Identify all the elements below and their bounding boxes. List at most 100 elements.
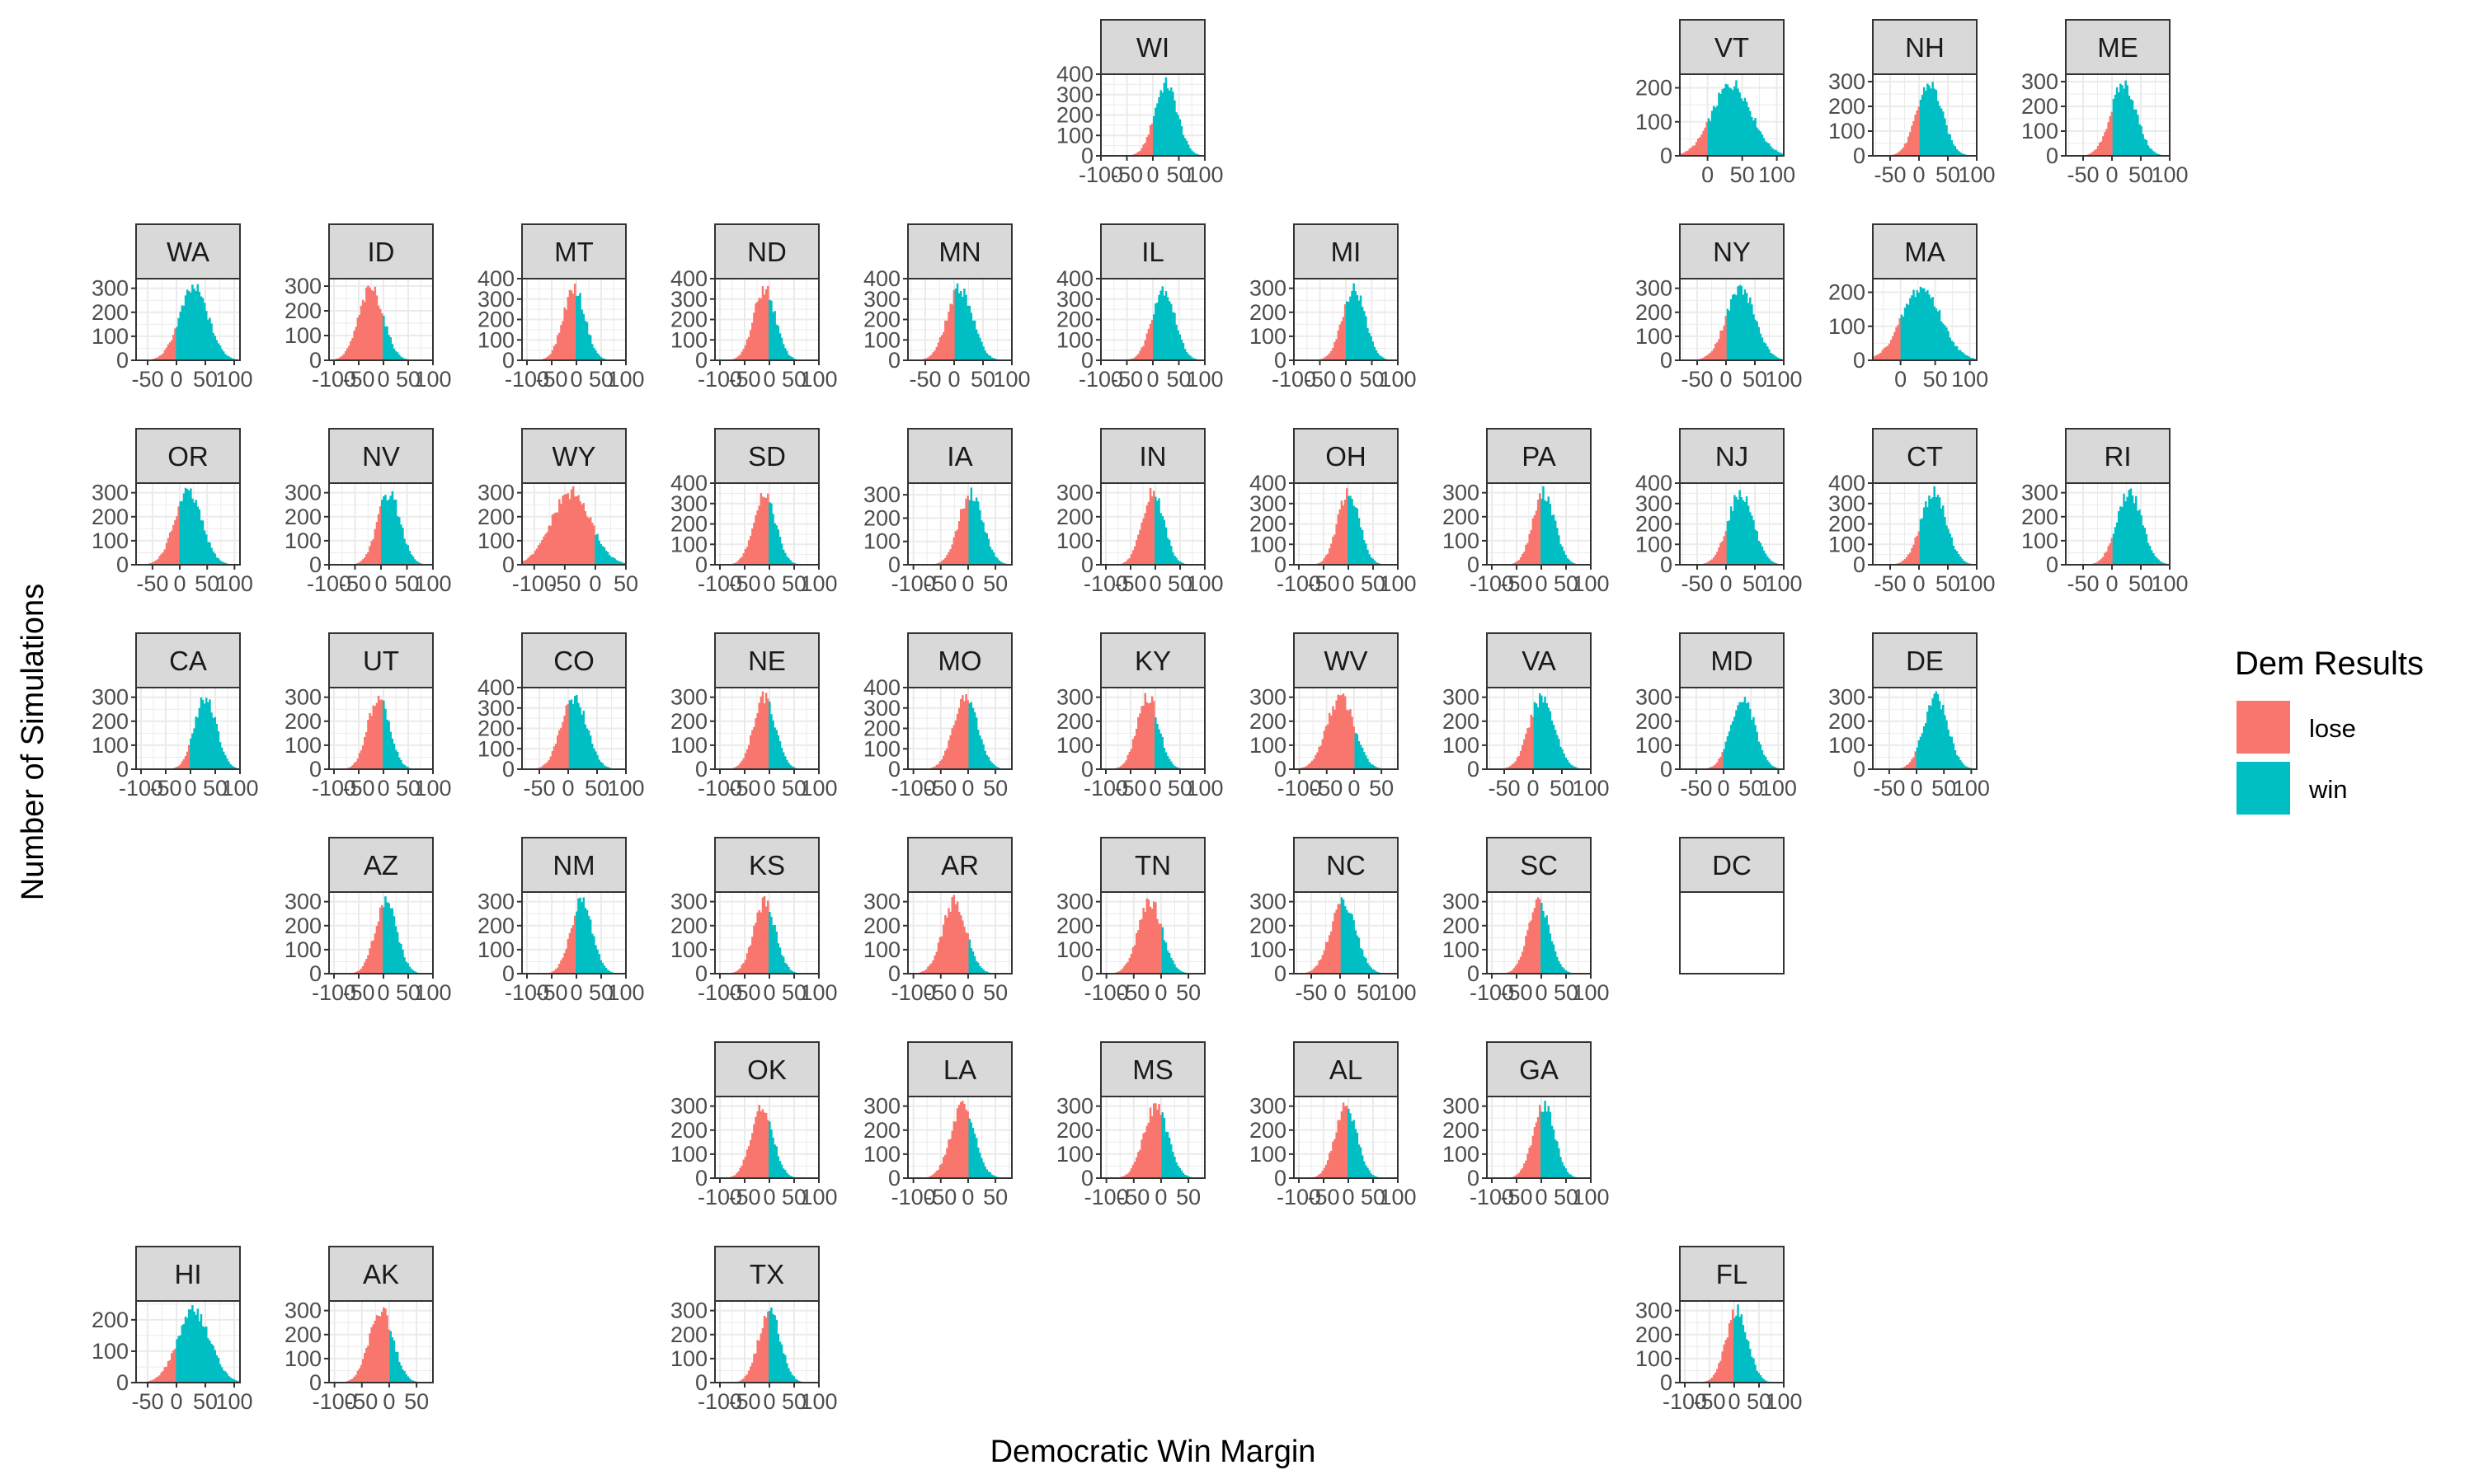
facet-bar-va (1556, 735, 1559, 769)
facet-bar-co (560, 727, 562, 769)
facet-bar-sc (1558, 960, 1560, 974)
facet-panel-border-ak (328, 1300, 434, 1383)
facet-bar-nd (737, 355, 740, 360)
facet-bar-wv (1338, 695, 1342, 769)
facet-bar-ny (1757, 326, 1760, 360)
facet-bar-ks (745, 953, 749, 974)
facet-bar-ar (977, 962, 980, 974)
facet-bar-mn (937, 342, 940, 360)
facet-bar-tn (1116, 971, 1119, 974)
facet-bar-wy (568, 499, 571, 565)
facet-bar-id (403, 358, 406, 360)
facet-bar-ia (992, 552, 995, 565)
facet-bar-ok (737, 1171, 740, 1178)
facet-ytick-label-id: 0 (309, 348, 322, 373)
facet-bar-ks (751, 937, 754, 974)
facet-bar-id (374, 286, 377, 360)
facet-ytick-label-ct: 400 (1828, 471, 1865, 495)
facet-xtick-label-ri: -50 (2067, 571, 2099, 596)
facet-ytick-label-sc: 100 (1442, 937, 1479, 962)
facet-bar-vt (1688, 148, 1691, 156)
facet-xtick-label-ok: -100 (698, 1185, 742, 1209)
facet-xtick-label-ct: -50 (1874, 571, 1906, 596)
facet-bar-mn (970, 312, 973, 360)
facet-bar-ga (1571, 1176, 1574, 1178)
facet-bar-ia (962, 509, 964, 565)
facet-xtick-label-la: -50 (924, 1185, 957, 1209)
facet-bar-wa (198, 291, 201, 360)
facet-bar-la (981, 1158, 983, 1178)
facet-xtick-label-vt: 50 (1730, 162, 1755, 187)
facet-bar-ma (1973, 358, 1976, 360)
facet-panel-border-ia (907, 482, 1013, 566)
facet-bar-nh (1957, 151, 1960, 156)
facet-xtick-label-fl: 0 (1728, 1389, 1740, 1414)
facet-bar-nc (1343, 906, 1347, 974)
facet-bar-tn (1147, 899, 1150, 974)
facet-bar-ma (1938, 310, 1941, 360)
facet-bar-al (1361, 1155, 1364, 1178)
facet-bar-or (153, 561, 156, 565)
facet-bar-mn (965, 294, 967, 360)
facet-bar-ma (1907, 304, 1910, 360)
facet-bar-ak (360, 1364, 363, 1383)
facet-ytick-label-tx: 0 (695, 1370, 708, 1395)
facet-bar-nj (1745, 496, 1748, 565)
facet-bar-oh (1337, 514, 1339, 565)
facet-bar-wy (535, 548, 539, 565)
facet-xtick-label-oh: 50 (1361, 571, 1385, 596)
facet-bar-ms (1172, 1152, 1174, 1178)
facet-bar-tx (789, 1371, 792, 1383)
facet-bar-wv (1311, 760, 1314, 769)
facet-ytick-label-mt: 400 (477, 266, 515, 291)
facet-bar-va (1542, 702, 1545, 769)
facet-bar-mn (925, 358, 928, 360)
facet-bar-ca (200, 697, 203, 769)
facet-bar-ut (389, 731, 392, 769)
facet-bar-ma (1898, 318, 1901, 360)
facet-ytick-label-ar: 0 (888, 961, 901, 986)
facet-bar-va (1558, 739, 1560, 769)
facet-strip-ca (135, 632, 241, 688)
facet-bar-ak (369, 1333, 371, 1383)
facet-ytick-label-me: 0 (2046, 143, 2058, 168)
facet-xtick-label-wa: 0 (170, 367, 182, 392)
facet-bar-sc (1563, 968, 1565, 974)
facet-bar-ne (761, 691, 764, 769)
facet-ytick-label-pa: 0 (1467, 552, 1479, 577)
facet-bar-ne (780, 747, 783, 769)
facet-bar-ny (1745, 293, 1748, 360)
facet-label-mo: MO (938, 646, 981, 676)
facet-bar-hi (231, 1378, 233, 1383)
facet-panel-border-sc (1486, 891, 1592, 974)
facet-bar-sd (788, 558, 790, 565)
facet-bar-az (402, 949, 404, 974)
facet-xtick-label-id: 0 (377, 367, 389, 392)
facet-ytick-label-ut: 200 (285, 709, 322, 734)
facet-bar-wi (1189, 148, 1192, 156)
facet-bar-az (370, 941, 373, 974)
facet-bar-il (1192, 358, 1195, 360)
facet-bar-mo (982, 744, 985, 769)
facet-ytick-label-nj: 400 (1635, 471, 1672, 495)
facet-ytick-label-wv: 0 (1274, 757, 1286, 782)
facet-ytick-label-ia: 0 (888, 552, 901, 577)
facet-xtick-label-co: -50 (523, 776, 555, 801)
facet-bar-ar (971, 951, 975, 974)
facet-bar-va (1544, 696, 1546, 769)
facet-bar-sd (744, 549, 747, 565)
facet-bar-nc (1352, 920, 1355, 974)
facet-xtick-label-wi: -50 (1111, 162, 1143, 187)
facet-bar-ri (2096, 561, 2100, 565)
facet-ytick-label-sd: 400 (670, 471, 708, 495)
facet-ytick-label-me: 100 (2021, 119, 2058, 143)
facet-xtick-label-ma: 100 (1951, 367, 1988, 392)
facet-bar-oh (1365, 543, 1367, 565)
facet-xtick-label-wa: 50 (193, 367, 218, 392)
facet-bar-tn (1126, 961, 1129, 974)
facet-xtick-label-ct: 50 (1935, 571, 1960, 596)
